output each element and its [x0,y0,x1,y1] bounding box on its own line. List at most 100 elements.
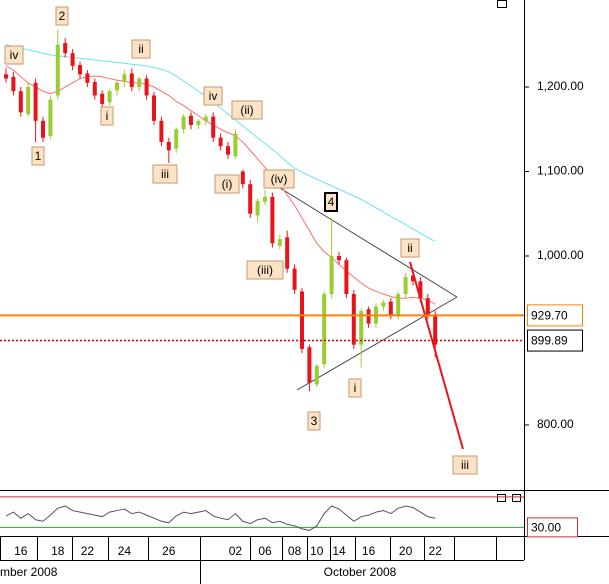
candle-body [11,76,16,92]
window-icon[interactable] [497,494,506,502]
candle-body [85,73,90,83]
price-label: 899.89 [531,334,568,348]
wave-label-box [263,169,295,189]
candle-body [70,53,75,66]
wave-label-box [246,260,284,280]
candle-body [270,196,275,244]
wave-label-box [400,238,420,258]
candle-body [277,239,282,246]
candle-body [292,268,297,290]
candle-body [203,116,208,121]
candle-body [4,74,8,79]
y-tick-label: 1,200.00 [537,79,584,93]
wave-label: (iii) [257,263,273,277]
candle-body [159,120,164,142]
moving-average [5,65,436,305]
price-label: 929.70 [531,309,568,323]
wave-label: (i) [222,177,233,191]
candle-body [396,294,401,316]
x-tick-label: 08 [288,544,302,558]
candle-body [300,291,304,349]
candle-body [285,237,290,269]
month-label: mber 2008 [0,565,58,579]
candle-body [33,82,38,121]
wave-label: 2 [59,9,66,23]
candle-body [337,255,341,261]
y-tick-label: 800.00 [537,417,574,431]
candle-body [240,171,245,185]
x-tick-label: 02 [229,544,243,558]
x-tick-label: 24 [118,544,132,558]
x-tick-label: 26 [162,544,176,558]
wave-label: iii [461,458,469,472]
wave-label: iv [10,48,19,62]
trend-line [266,179,458,298]
moving-average [5,44,436,243]
candle-body [344,260,349,294]
candle-body [329,255,334,294]
candle-body [26,87,31,115]
trend-line [296,296,458,391]
candle-body [41,120,45,138]
candle-body [196,120,201,126]
wave-label: ii [407,241,412,255]
candle-body [381,302,386,307]
x-tick-label: 16 [14,544,28,558]
indicator-label: 30.00 [531,521,561,535]
wave-label: 3 [311,414,318,428]
candle-body [107,91,112,103]
wave-label-box [100,106,114,126]
candle-body [55,44,60,96]
x-tick-label: 06 [258,544,272,558]
wave-label-box [231,100,263,120]
wave-label-box [31,146,45,166]
candle-body [388,301,393,316]
wave-label-box [348,378,362,398]
candle-body [248,184,253,214]
candle-body [226,146,230,155]
wave-label-box [214,174,240,194]
x-tick-label: 18 [51,544,65,558]
wave-label: 1 [35,149,42,163]
candle-body [418,281,423,299]
candle-body [425,298,430,316]
candle-body [322,294,327,365]
candle-body [181,116,186,130]
candle-body [92,81,97,96]
candle-body [166,141,171,151]
candle-body [233,133,238,157]
candle-body [78,65,82,75]
candle-body [174,129,179,149]
candle-body [403,277,408,294]
wave-label: 4 [328,195,335,209]
candle-body [63,43,68,54]
window-icon[interactable] [512,494,521,502]
x-tick-label: 20 [399,544,413,558]
y-tick-label: 1,100.00 [537,164,584,178]
wave-label: (iv) [271,172,288,186]
x-tick-label: 10 [310,544,324,558]
indicator-line [5,505,436,531]
wave-label-box [55,6,69,26]
x-tick-label: 22 [81,544,95,558]
window-icon[interactable] [497,0,507,8]
wave-label: iv [209,89,218,103]
wave-label-box [152,164,178,184]
candle-body [211,116,216,138]
wave-label: i [354,381,357,395]
indicator-label-box [527,517,578,538]
wave-label-box [4,45,24,65]
candle-body [144,78,149,96]
x-tick-label: 16 [362,544,376,558]
x-tick-label: 22 [429,544,443,558]
wave-label-box [203,86,223,106]
candle-body [359,310,364,345]
candle-body [263,196,267,202]
wave-label-box [131,39,151,59]
candle-body [122,74,127,82]
candle-body [189,115,193,126]
price-label-box [527,329,583,352]
candle-body [351,294,356,345]
candle-body [48,99,53,137]
